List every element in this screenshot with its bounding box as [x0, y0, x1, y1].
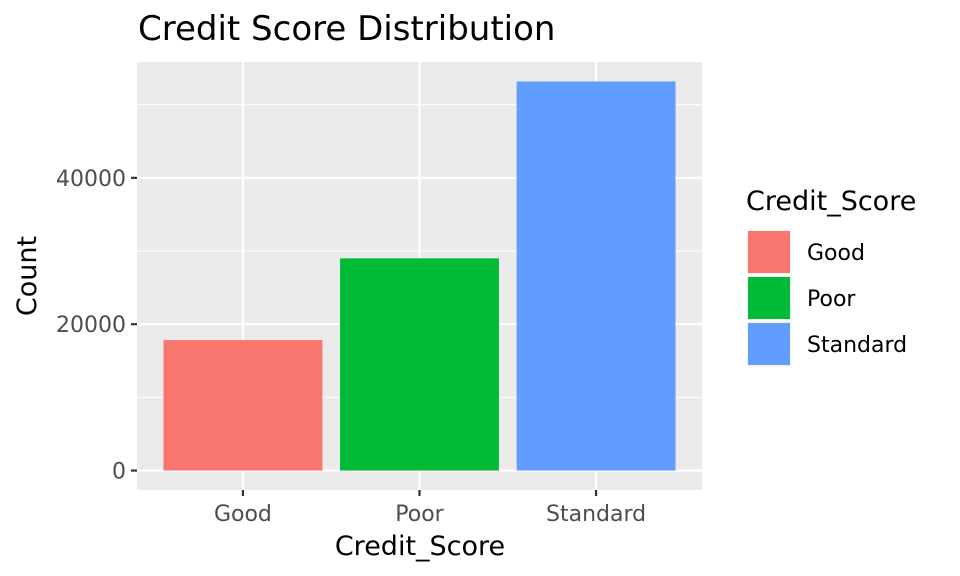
legend-label: Good: [807, 241, 865, 266]
y-axis-title: Count: [12, 236, 43, 316]
legend-swatch-standard: [748, 323, 790, 365]
x-axis-title: Credit_Score: [335, 531, 505, 562]
x-tick-label: Good: [214, 502, 272, 527]
x-axis: Good Poor Standard: [214, 490, 646, 527]
legend-label: Poor: [807, 287, 856, 312]
y-tick-label: 0: [112, 460, 126, 485]
legend-label: Standard: [807, 333, 907, 358]
x-tick-label: Standard: [546, 502, 646, 527]
chart-title: Credit Score Distribution: [138, 9, 555, 49]
bars: [163, 81, 676, 471]
legend-swatch-good: [748, 231, 790, 273]
bar-good: [163, 340, 323, 471]
y-axis: 0 20000 40000: [56, 167, 137, 485]
x-tick-label: Poor: [395, 502, 444, 527]
bar-poor: [340, 258, 499, 471]
y-tick-label: 20000: [56, 313, 126, 338]
legend-swatch-poor: [748, 277, 790, 319]
y-tick-label: 40000: [56, 167, 126, 192]
bar-standard: [516, 81, 676, 471]
legend-title: Credit_Score: [746, 186, 916, 217]
legend: Credit_Score Good Poor Standard: [746, 186, 916, 366]
